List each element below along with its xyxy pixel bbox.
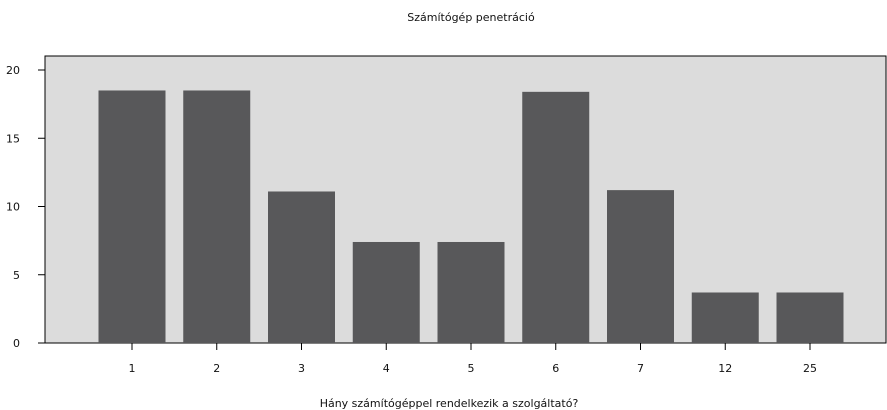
bar-7 [607,190,674,343]
x-tick-label: 1 [129,362,136,375]
bar-1 [98,90,166,343]
x-tick-label: 7 [637,362,644,375]
y-tick-label: 5 [13,269,20,282]
y-tick-label: 10 [6,201,20,214]
y-tick-label: 0 [13,337,20,350]
bar-6 [522,91,590,343]
x-tick-label: 12 [718,362,732,375]
x-tick-label: 3 [298,362,305,375]
bar-3 [268,191,335,343]
y-tick-label: 20 [6,64,20,77]
chart-title: Számítógép penetráció [407,11,535,24]
y-axis: 0 5 10 15 20 [6,64,45,350]
bar-12 [691,292,759,343]
x-tick-label: 25 [803,362,817,375]
bars-group [98,90,844,343]
x-tick-label: 2 [213,362,220,375]
x-tick-label: 5 [468,362,475,375]
x-axis-title: Hány számítógéppel rendelkezik a szolgál… [320,397,579,410]
x-tick-label: 6 [552,362,559,375]
bar-2 [183,90,251,343]
y-tick-label: 15 [6,132,20,145]
x-tick-label: 4 [383,362,390,375]
x-axis: 1 2 3 4 5 6 7 12 25 [129,343,817,375]
bar-25 [776,292,844,343]
bar-5 [437,241,505,343]
bar-4 [352,241,420,343]
